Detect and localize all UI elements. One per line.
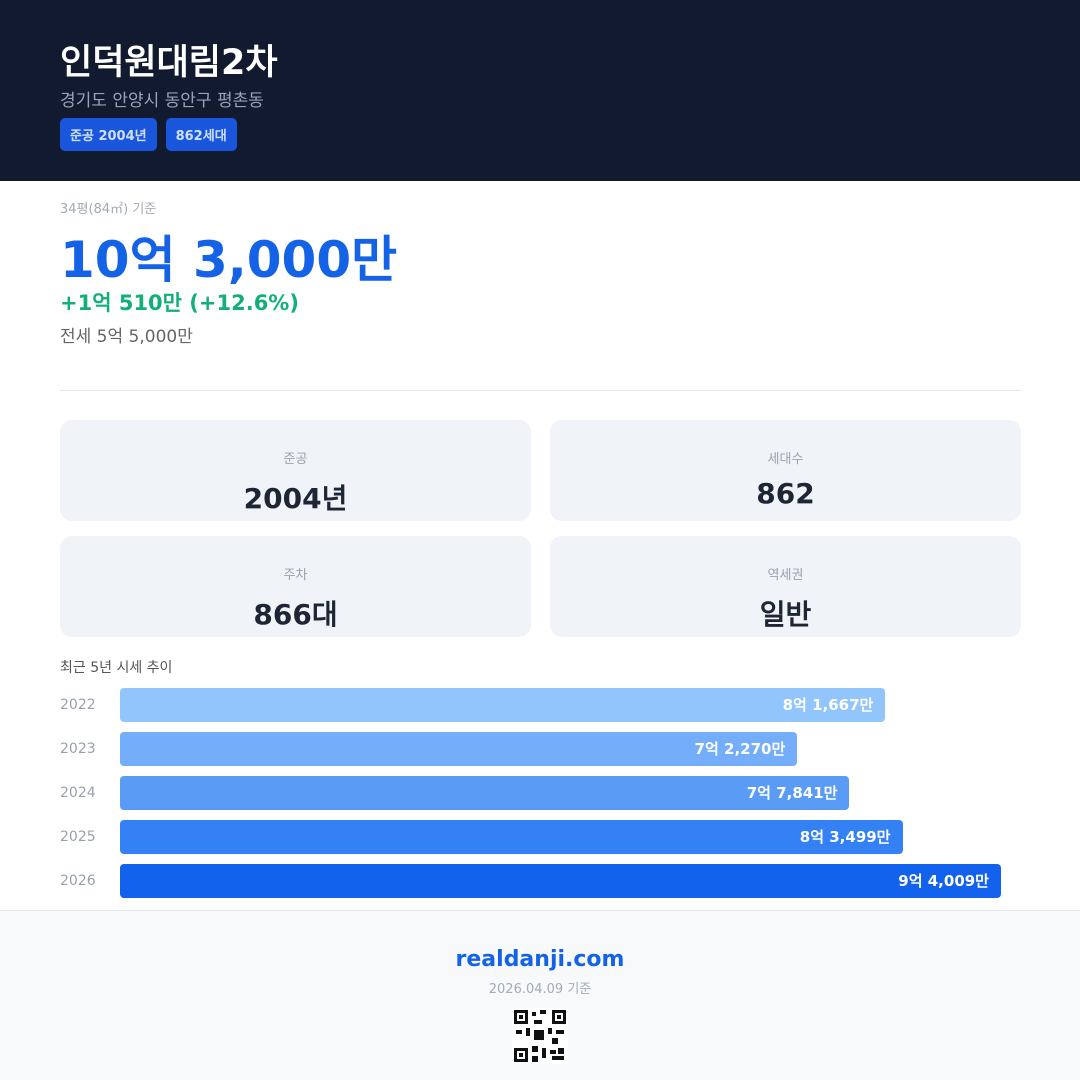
- header: 인덕원대림2차 경기도 안양시 동안구 평촌동 준공 2004년 862세대: [0, 0, 1080, 181]
- title: 인덕원대림2차: [60, 43, 278, 83]
- basis: 34평(84㎡) 기준: [60, 202, 157, 217]
- stat-value: 866대: [253, 598, 338, 631]
- price-change: +1억 510만 (+12.6%): [60, 291, 299, 315]
- stat-label: 세대수: [767, 452, 804, 467]
- badge: 준공 2004년: [60, 118, 157, 151]
- badges: 준공 2004년 862세대: [60, 118, 237, 151]
- stat-label: 역세권: [767, 568, 804, 583]
- bar-label: 7억 2,270만: [694, 740, 786, 758]
- stat-value: 862: [756, 477, 815, 510]
- trend-title: 최근 5년 시세 추이: [60, 660, 173, 676]
- main-price: 10억 3,000만: [60, 231, 398, 289]
- stat-label: 준공: [283, 452, 308, 467]
- divider: [60, 390, 1021, 391]
- bar-label: 8억 1,667만: [782, 696, 874, 714]
- bar-label: 9억 4,009만: [898, 872, 989, 890]
- bar: 9억 4,009만: [120, 864, 1001, 898]
- stat-label: 주차: [283, 568, 308, 583]
- qr-code: [512, 1008, 568, 1064]
- bar: 7억 7,841만: [120, 776, 850, 810]
- year-label: 2022: [60, 697, 96, 713]
- year-label: 2026: [60, 873, 96, 889]
- stat-card: 준공 2004년: [60, 420, 531, 521]
- year-label: 2025: [60, 829, 96, 845]
- address: 경기도 안양시 동안구 평촌동: [60, 91, 264, 111]
- stat-value: 일반: [759, 598, 812, 631]
- bar-label: 7억 7,841만: [746, 784, 838, 802]
- bar-label: 8억 3,499만: [799, 828, 891, 846]
- bar: 8억 1,667만: [120, 688, 886, 722]
- stat-card: 세대수 862: [550, 420, 1021, 521]
- stat-card: 주차 866대: [60, 536, 531, 637]
- bar: 8억 3,499만: [120, 820, 903, 854]
- stat-value: 2004년: [243, 482, 348, 515]
- year-label: 2023: [60, 741, 96, 757]
- year-label: 2024: [60, 785, 96, 801]
- jeonse: 전세 5억 5,000만: [60, 327, 193, 347]
- date: 2026.04.09 기준: [488, 982, 592, 997]
- badge: 862세대: [165, 118, 237, 151]
- site-link[interactable]: realdanji.com: [455, 947, 625, 972]
- bar: 7억 2,270만: [120, 732, 798, 766]
